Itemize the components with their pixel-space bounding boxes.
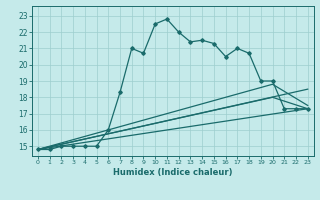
X-axis label: Humidex (Indice chaleur): Humidex (Indice chaleur) [113,168,233,177]
